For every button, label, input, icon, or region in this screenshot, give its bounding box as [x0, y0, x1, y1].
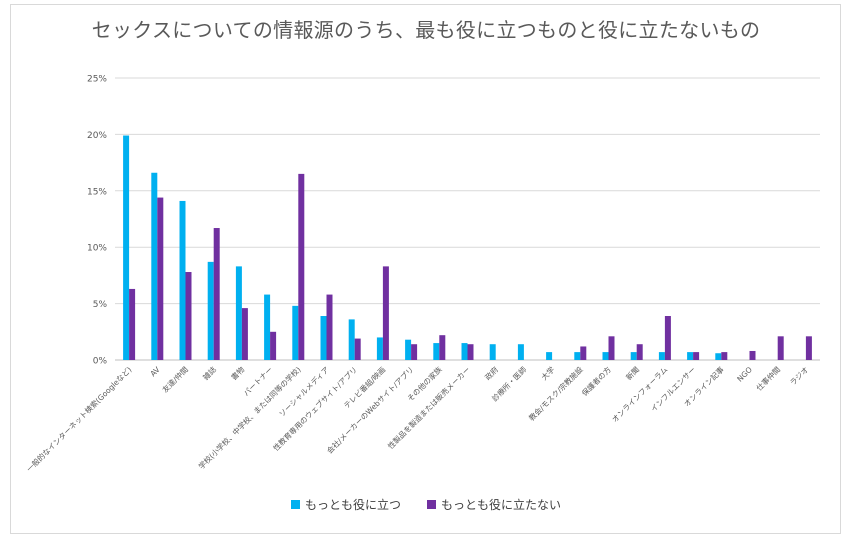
bar-least-useful — [777, 336, 784, 360]
legend-label-least-useful: もっとも役に立たない — [441, 498, 562, 512]
x-tick-label: 保護者の方 — [579, 364, 613, 398]
y-tick-label: 15% — [87, 187, 107, 197]
bar-least-useful — [636, 344, 643, 360]
y-tick-label: 0% — [93, 357, 108, 367]
bar-most-useful — [151, 172, 158, 360]
x-tick-label: AV — [148, 364, 162, 378]
y-tick-label: 10% — [87, 244, 107, 254]
bar-least-useful — [721, 352, 728, 360]
legend-label-most-useful: もっとも役に立つ — [304, 498, 401, 512]
bar-least-useful — [270, 331, 277, 360]
x-tick-label: NGO — [735, 365, 754, 384]
bar-least-useful — [354, 338, 361, 360]
bar-most-useful — [602, 352, 609, 360]
bar-least-useful — [382, 266, 389, 360]
bar-least-useful — [664, 316, 671, 360]
bar-most-useful — [179, 200, 186, 360]
x-tick-label: 書物 — [229, 364, 247, 382]
bar-least-useful — [749, 350, 756, 360]
bar-least-useful — [439, 335, 446, 360]
bar-least-useful — [805, 336, 812, 360]
x-tick-label: 政府 — [482, 364, 500, 382]
bar-least-useful — [326, 294, 333, 360]
bar-least-useful — [157, 197, 164, 360]
bar-least-useful — [693, 352, 700, 360]
bar-least-useful — [129, 288, 136, 360]
legend-swatch-least-useful — [427, 500, 436, 509]
bar-most-useful — [123, 135, 130, 360]
x-tick-label: 友達/仲間 — [160, 364, 190, 394]
x-tick-label: ソーシャルメディア — [277, 364, 331, 418]
chart-title: セックスについての情報源のうち、最も役に立つものと役に立たないもの — [91, 18, 761, 42]
bar-most-useful — [461, 343, 468, 360]
x-tick-label: 新聞 — [623, 364, 641, 382]
legend: もっとも役に立つ もっとも役に立たない — [0, 496, 852, 513]
legend-swatch-most-useful — [290, 500, 300, 509]
bar-most-useful — [489, 344, 496, 360]
bar-most-useful — [715, 353, 722, 360]
bar-most-useful — [264, 294, 271, 360]
bar-least-useful — [241, 308, 248, 360]
chart-frame — [10, 4, 841, 534]
legend-entry-most-useful: もっとも役に立つ — [290, 496, 401, 513]
bar-most-useful — [292, 305, 299, 360]
bar-most-useful — [687, 352, 694, 360]
bar-most-useful — [405, 339, 412, 360]
bar-least-useful — [298, 173, 305, 360]
bar-least-useful — [580, 346, 587, 360]
bar-most-useful — [574, 352, 581, 360]
x-tick-label: 一般的なインターネット検索(Googleなど) — [24, 364, 134, 474]
bar-most-useful — [320, 316, 327, 360]
bar-most-useful — [546, 352, 553, 360]
x-tick-label: 大学 — [539, 364, 557, 382]
bar-least-useful — [608, 336, 615, 360]
bar-most-useful — [517, 344, 524, 360]
x-tick-label: 仕事仲間 — [754, 364, 782, 392]
legend-entry-least-useful: もっとも役に立たない — [427, 496, 561, 513]
bar-least-useful — [213, 228, 220, 360]
x-tick-label: 学校(小学校、中学校、または同等の学校) — [196, 364, 303, 471]
y-tick-label: 20% — [87, 131, 107, 141]
bar-most-useful — [235, 266, 242, 360]
bar-most-useful — [376, 337, 383, 360]
bar-most-useful — [433, 343, 440, 360]
bar-least-useful — [411, 344, 418, 360]
bar-most-useful — [658, 352, 665, 360]
x-tick-label: ラジオ — [788, 365, 810, 387]
bar-least-useful — [185, 272, 192, 360]
y-tick-label: 5% — [93, 300, 108, 310]
bar-most-useful — [207, 261, 214, 360]
bar-least-useful — [467, 344, 474, 360]
x-tick-label: 教会/モスク/宗教施設 — [526, 364, 585, 423]
y-tick-label: 25% — [87, 75, 107, 85]
bar-most-useful — [630, 352, 637, 360]
bar-most-useful — [348, 319, 355, 360]
x-tick-label: 雑誌 — [200, 364, 218, 382]
